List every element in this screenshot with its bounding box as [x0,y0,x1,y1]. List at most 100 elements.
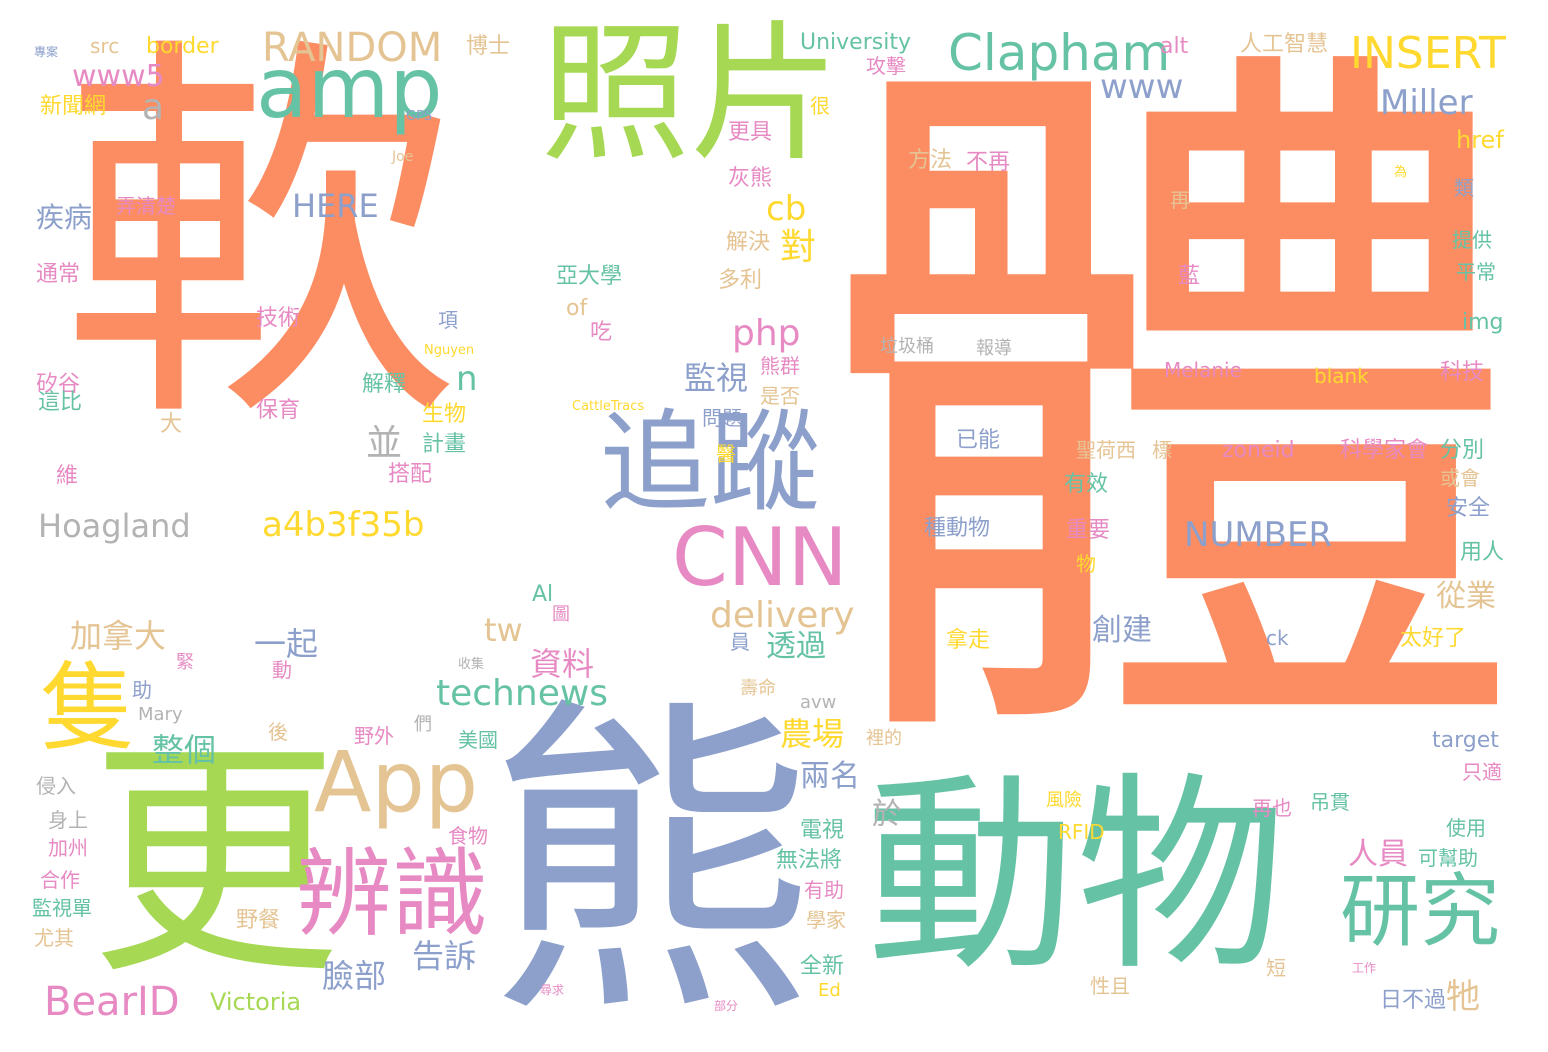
word-avw: avw [800,692,837,713]
word-university: University [800,30,911,55]
word-app: App [314,733,479,831]
word-zhongyao: 重要 [1066,518,1111,543]
word-da: 大 [160,412,183,437]
word-dongwu: 動物 [866,754,1287,999]
word-nazou: 拿走 [946,628,991,653]
word-youqi: 尤其 [34,926,74,950]
word-ti: 體 [808,0,1528,831]
word-touguo: 透過 [766,629,826,664]
word-nongchang: 農場 [780,715,845,753]
word-xunqiu: 尋求 [540,983,565,997]
word-ed: Ed [818,980,841,1001]
word-jianada: 加拿大 [70,617,167,655]
word-kebangzhu: 可幫助 [1418,846,1478,870]
word-gaosu: 告訴 [412,937,477,975]
word-duan: 短 [1266,956,1286,980]
word-shouming: 壽命 [740,678,776,699]
word-xingqie: 性且 [1090,974,1130,998]
word-quanxin: 全新 [800,954,845,979]
word-yewai: 野外 [354,724,394,748]
word-www5: www5 [72,59,165,94]
word-shengwu: 生物 [422,402,467,427]
word-gps: GPS [406,109,433,124]
word-jianshi: 監視 [684,359,749,397]
word-jishu: 技術 [256,306,301,331]
word-gongzuo: 工作 [1352,961,1377,975]
word-gongji: 攻擊 [866,54,906,78]
word-dianshi: 電視 [800,818,845,843]
word-ck: ck [1266,626,1289,650]
word-chi: 吃 [590,320,613,345]
word-wei2: 維 [56,464,79,489]
word-keji: 科技 [1440,360,1485,385]
word-zai: 再 [1170,188,1190,212]
word-lide: 裡的 [866,728,902,749]
word-buzai: 不再 [966,150,1011,175]
word-fangfa: 方法 [908,148,953,173]
word-nguyen: Nguyen [424,343,475,358]
word-yu: 於 [872,797,902,832]
word-cb: cb [766,189,807,229]
word-chuangjian: 創建 [1092,613,1152,648]
word-renyuan: 人員 [1348,837,1408,872]
word-biao: 標 [1152,438,1172,462]
word-kexuejiahui: 科學家會 [1340,438,1429,463]
word-yi: 醫 [716,442,736,466]
word-zhu: 助 [132,678,152,702]
word-src: src [90,34,120,58]
word-boshi: 博士 [466,34,511,59]
word-yineng: 已能 [956,428,1001,453]
word-xinwenwang: 新聞網 [40,94,107,119]
word-jibing: 疾病 [36,201,93,234]
word-delivery: delivery [710,595,855,636]
word-youzhu: 有助 [804,878,844,902]
word-taihaole: 太好了 [1400,626,1467,651]
word-wei: 為 [1394,165,1408,180]
word-xiong: 熊 [486,673,816,1052]
word-baodao: 報導 [976,338,1012,359]
word-zhaopian: 照片 [540,8,841,182]
word-fenbie: 分別 [1440,438,1485,463]
word-jianshidan: 監視單 [32,896,92,920]
word-duoli: 多利 [718,268,763,293]
word-random: RANDOM [262,25,443,71]
word-img: img [1462,310,1504,335]
word-mary: Mary [138,704,183,725]
word-huohui: 或會 [1440,466,1480,490]
word-rfid: RFID [1058,820,1105,844]
word-insert: INSERT [1350,28,1506,79]
word-hoagland: Hoagland [38,507,191,545]
word-wufajiang: 無法將 [776,848,843,873]
word-victoria: Victoria [210,988,302,1016]
word-miller: Miller [1380,83,1473,123]
word-huixiong: 灰熊 [728,166,773,191]
word-dong: 動 [272,658,292,682]
word-hen: 很 [810,94,830,118]
word-zhebi: 這比 [38,390,83,415]
word-congye: 從業 [1436,579,1496,614]
word-jiejue: 解決 [726,230,771,255]
word-here: HERE [292,187,379,225]
word-cnn: CNN [672,511,848,604]
word-yecan: 野餐 [236,908,281,933]
word-dapei: 搭配 [388,462,433,487]
word-rengong: 人工智慧 [1240,32,1329,57]
word-href: href [1456,126,1504,154]
word-tu: 圖 [552,604,570,625]
word-zhuizong: 追蹤 [600,399,820,527]
word-zhongdongwu: 種動物 [924,516,991,541]
word-hezuo: 合作 [40,868,80,892]
word-baoyu: 保育 [256,398,301,423]
word-hou: 後 [268,720,288,744]
word-pingchang: 平常 [1456,260,1496,284]
word-ta: 牠 [1446,977,1480,1017]
word-tongchang: 通常 [36,262,81,287]
word-bianshi: 辨識 [296,838,488,950]
word-shiwu: 食物 [448,824,488,848]
word-jieshi: 解釋 [362,372,407,397]
word-tigong: 提供 [1452,228,1492,252]
word-ribuguo: 日不過 [1380,988,1447,1013]
word-yongren: 用人 [1460,540,1505,565]
word-alt: alt [1160,34,1189,59]
